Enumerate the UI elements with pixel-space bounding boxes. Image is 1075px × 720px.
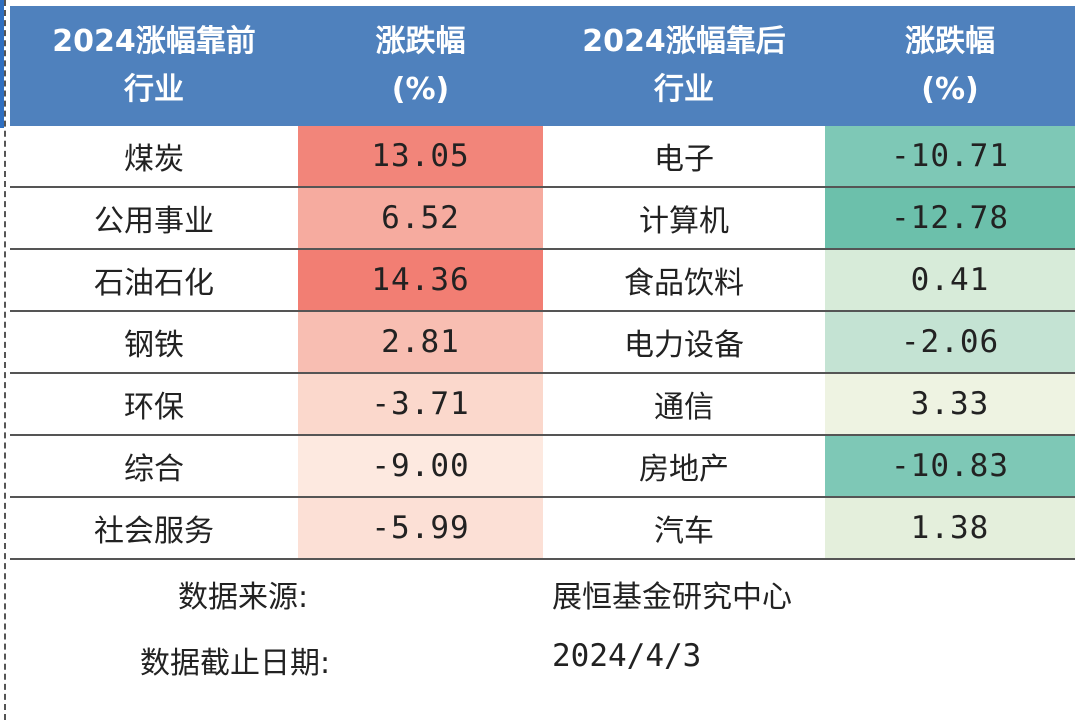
top-change-cell: 13.05 (298, 126, 543, 188)
date-value: 2024/4/3 (552, 638, 702, 674)
top-industry-cell: 钢铁 (10, 311, 298, 374)
header-top-industry-line2: 行业 (124, 72, 184, 107)
header-bottom-change-line1: 涨跌幅 (905, 24, 995, 59)
table-header-row: 2024涨幅靠前 行业 涨跌幅 (%) 2024涨幅靠后 行业 涨跌幅 (%) (10, 6, 1075, 126)
left-selection-edge (0, 0, 4, 128)
bottom-change-cell: 1.38 (825, 497, 1075, 560)
bottom-change-cell: 3.33 (825, 373, 1075, 436)
header-top-industry-line1: 2024涨幅靠前 (52, 24, 256, 59)
bottom-industry-cell: 通信 (543, 373, 825, 436)
header-bottom-industry-line2: 行业 (654, 72, 714, 107)
table-row: 公用事业 6.52 计算机 -12.78 (10, 187, 1075, 250)
table-row: 钢铁 2.81 电力设备 -2.06 (10, 311, 1075, 374)
top-change-cell: -3.71 (298, 373, 543, 436)
top-change-cell: -9.00 (298, 435, 543, 498)
header-bottom-change: 涨跌幅 (%) (825, 6, 1075, 126)
table-row: 社会服务 -5.99 汽车 1.38 (10, 497, 1075, 560)
left-dashed-border (4, 0, 6, 720)
bottom-change-cell: -10.71 (825, 126, 1075, 188)
table-row: 石油石化 14.36 食品饮料 0.41 (10, 249, 1075, 312)
industry-change-table: 2024涨幅靠前 行业 涨跌幅 (%) 2024涨幅靠后 行业 涨跌幅 (%) … (10, 6, 1075, 560)
table-row: 煤炭 13.05 电子 -10.71 (10, 126, 1075, 188)
bottom-change-cell: -12.78 (825, 187, 1075, 250)
bottom-industry-cell: 房地产 (543, 435, 825, 498)
table-row: 综合 -9.00 房地产 -10.83 (10, 435, 1075, 498)
header-bottom-industry-line1: 2024涨幅靠后 (582, 24, 786, 59)
header-bottom-industry: 2024涨幅靠后 行业 (543, 6, 825, 126)
top-change-cell: 14.36 (298, 249, 543, 312)
bottom-change-cell: -10.83 (825, 435, 1075, 498)
bottom-industry-cell: 食品饮料 (543, 249, 825, 312)
top-industry-cell: 社会服务 (10, 497, 298, 560)
top-change-cell: -5.99 (298, 497, 543, 560)
bottom-industry-cell: 电力设备 (543, 311, 825, 374)
table-row: 环保 -3.71 通信 3.33 (10, 373, 1075, 436)
header-top-change-line1: 涨跌幅 (375, 24, 466, 59)
top-change-cell: 6.52 (298, 187, 543, 250)
top-industry-cell: 综合 (10, 435, 298, 498)
top-industry-cell: 公用事业 (10, 187, 298, 250)
source-label: 数据来源: (178, 580, 309, 615)
top-industry-cell: 环保 (10, 373, 298, 436)
bottom-industry-cell: 汽车 (543, 497, 825, 560)
header-top-change: 涨跌幅 (%) (298, 6, 543, 126)
bottom-industry-cell: 电子 (543, 126, 825, 188)
top-industry-cell: 石油石化 (10, 249, 298, 312)
top-change-cell: 2.81 (298, 311, 543, 374)
header-bottom-change-line2: (%) (921, 72, 979, 107)
source-value: 展恒基金研究中心 (552, 580, 792, 615)
bottom-industry-cell: 计算机 (543, 187, 825, 250)
footer-notes: 数据来源: 展恒基金研究中心 数据截止日期: 2024/4/3 (0, 560, 1075, 720)
top-industry-cell: 煤炭 (10, 126, 298, 188)
header-top-industry: 2024涨幅靠前 行业 (10, 6, 298, 126)
date-label: 数据截止日期: (140, 646, 331, 681)
bottom-change-cell: 0.41 (825, 249, 1075, 312)
table-body: 煤炭 13.05 电子 -10.71 公用事业 6.52 计算机 -12.78 石油石化 14.3… (10, 126, 1075, 560)
bottom-change-cell: -2.06 (825, 311, 1075, 374)
header-top-change-line2: (%) (391, 72, 450, 107)
